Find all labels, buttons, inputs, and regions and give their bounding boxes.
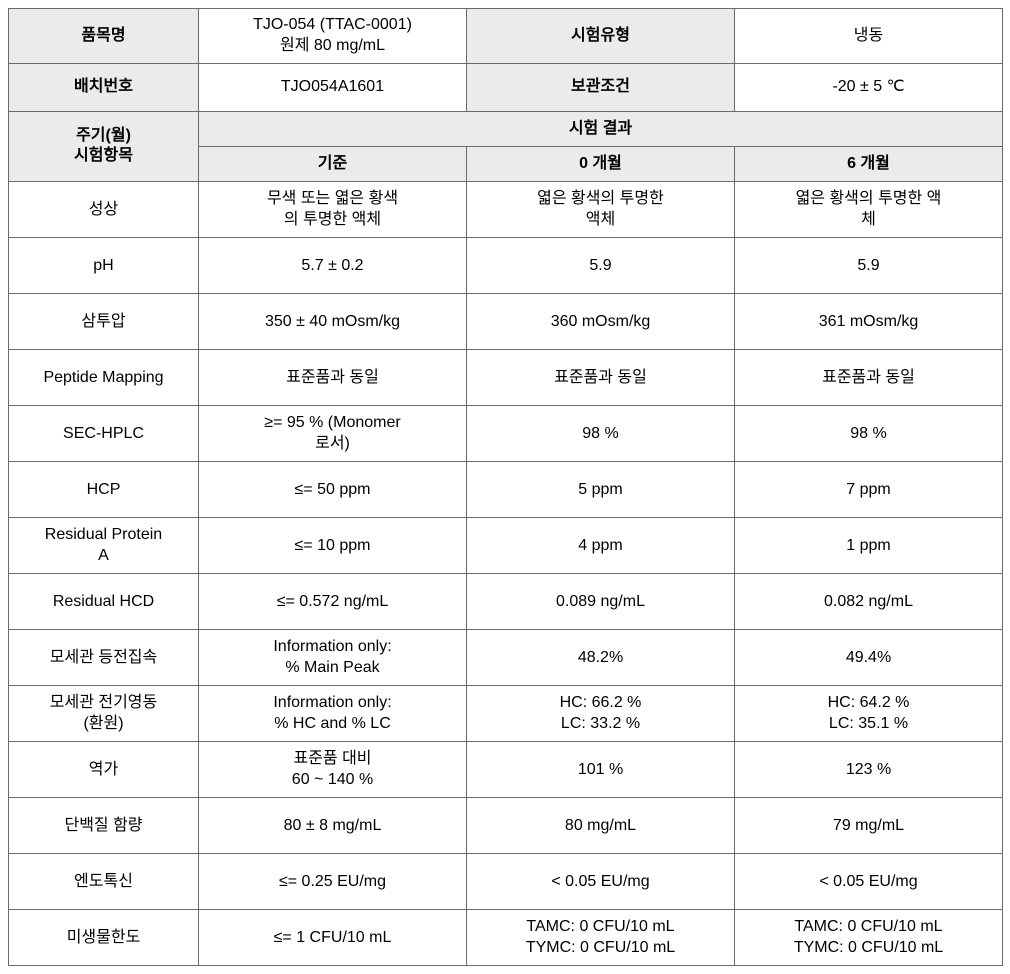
stability-table: 품목명 TJO-054 (TTAC-0001)원제 80 mg/mL 시험유형 … (8, 8, 1003, 966)
table-row: 엔도톡신≤= 0.25 EU/mg< 0.05 EU/mg< 0.05 EU/m… (9, 854, 1003, 910)
spec-cell: 무색 또는 엷은 황색의 투명한 액체 (199, 182, 467, 238)
month0-cell: 360 mOsm/kg (467, 294, 735, 350)
month0-cell: 101 % (467, 742, 735, 798)
spec-cell: Information only:% Main Peak (199, 630, 467, 686)
param-cell: 엔도톡신 (9, 854, 199, 910)
spec-cell: ≤= 10 ppm (199, 518, 467, 574)
param-cell: pH (9, 238, 199, 294)
param-cell: 모세관 등전집속 (9, 630, 199, 686)
table-row: 미생물한도≤= 1 CFU/10 mLTAMC: 0 CFU/10 mLTYMC… (9, 910, 1003, 966)
table-row: Residual HCD≤= 0.572 ng/mL0.089 ng/mL0.0… (9, 574, 1003, 630)
month0-cell: 98 % (467, 406, 735, 462)
month0-cell: 4 ppm (467, 518, 735, 574)
spec-cell: 350 ± 40 mOsm/kg (199, 294, 467, 350)
test-type-value: 냉동 (735, 9, 1003, 64)
param-cell: 미생물한도 (9, 910, 199, 966)
storage-cond-label: 보관조건 (467, 63, 735, 111)
month6-cell: < 0.05 EU/mg (735, 854, 1003, 910)
info-row-2: 배치번호 TJO054A1601 보관조건 -20 ± 5 ℃ (9, 63, 1003, 111)
info-row-1: 품목명 TJO-054 (TTAC-0001)원제 80 mg/mL 시험유형 … (9, 9, 1003, 64)
table-row: Peptide Mapping표준품과 동일표준품과 동일표준품과 동일 (9, 350, 1003, 406)
product-name-label: 품목명 (9, 9, 199, 64)
table-row: 역가표준품 대비60 ~ 140 %101 %123 % (9, 742, 1003, 798)
spec-cell: ≤= 50 ppm (199, 462, 467, 518)
spec-cell: ≥= 95 % (Monomer로서) (199, 406, 467, 462)
month0-cell: 엷은 황색의 투명한액체 (467, 182, 735, 238)
product-name-value: TJO-054 (TTAC-0001)원제 80 mg/mL (199, 9, 467, 64)
month0-cell: 5.9 (467, 238, 735, 294)
table-row: SEC-HPLC≥= 95 % (Monomer로서)98 %98 % (9, 406, 1003, 462)
header-row-1: 주기(월) 시험항목 시험 결과 (9, 111, 1003, 146)
spec-cell: ≤= 1 CFU/10 mL (199, 910, 467, 966)
month6-header: 6 개월 (735, 146, 1003, 181)
month6-cell: 361 mOsm/kg (735, 294, 1003, 350)
table-row: 모세관 등전집속Information only:% Main Peak48.2… (9, 630, 1003, 686)
data-body: 성상무색 또는 엷은 황색의 투명한 액체엷은 황색의 투명한액체엷은 황색의 … (9, 182, 1003, 966)
month0-cell: < 0.05 EU/mg (467, 854, 735, 910)
month0-cell: 표준품과 동일 (467, 350, 735, 406)
month0-cell: 48.2% (467, 630, 735, 686)
month6-cell: 5.9 (735, 238, 1003, 294)
param-cell: HCP (9, 462, 199, 518)
param-cell: 모세관 전기영동(환원) (9, 686, 199, 742)
month0-cell: 0.089 ng/mL (467, 574, 735, 630)
month6-cell: 엷은 황색의 투명한 액체 (735, 182, 1003, 238)
table-row: 단백질 함량80 ± 8 mg/mL80 mg/mL79 mg/mL (9, 798, 1003, 854)
spec-cell: 표준품 대비60 ~ 140 % (199, 742, 467, 798)
month6-cell: TAMC: 0 CFU/10 mLTYMC: 0 CFU/10 mL (735, 910, 1003, 966)
month6-cell: 7 ppm (735, 462, 1003, 518)
month0-cell: HC: 66.2 %LC: 33.2 % (467, 686, 735, 742)
item-label: 시험항목 (74, 147, 133, 164)
month6-cell: 123 % (735, 742, 1003, 798)
table-row: Residual ProteinA≤= 10 ppm4 ppm1 ppm (9, 518, 1003, 574)
month6-cell: 98 % (735, 406, 1003, 462)
param-cell: 성상 (9, 182, 199, 238)
table-row: pH5.7 ± 0.25.95.9 (9, 238, 1003, 294)
month6-cell: 표준품과 동일 (735, 350, 1003, 406)
batch-no-label: 배치번호 (9, 63, 199, 111)
storage-cond-value: -20 ± 5 ℃ (735, 63, 1003, 111)
test-type-label: 시험유형 (467, 9, 735, 64)
stability-table-container: 품목명 TJO-054 (TTAC-0001)원제 80 mg/mL 시험유형 … (8, 8, 1002, 966)
param-cell: Residual ProteinA (9, 518, 199, 574)
month6-cell: HC: 64.2 %LC: 35.1 % (735, 686, 1003, 742)
spec-cell: 표준품과 동일 (199, 350, 467, 406)
spec-header: 기준 (199, 146, 467, 181)
spec-cell: 5.7 ± 0.2 (199, 238, 467, 294)
month0-cell: 5 ppm (467, 462, 735, 518)
period-item-label: 주기(월) 시험항목 (9, 111, 199, 182)
month0-cell: 80 mg/mL (467, 798, 735, 854)
results-label: 시험 결과 (199, 111, 1003, 146)
table-row: HCP≤= 50 ppm5 ppm7 ppm (9, 462, 1003, 518)
period-label: 주기(월) (76, 127, 131, 144)
month6-cell: 0.082 ng/mL (735, 574, 1003, 630)
table-row: 삼투압350 ± 40 mOsm/kg360 mOsm/kg361 mOsm/k… (9, 294, 1003, 350)
month0-cell: TAMC: 0 CFU/10 mLTYMC: 0 CFU/10 mL (467, 910, 735, 966)
spec-cell: ≤= 0.25 EU/mg (199, 854, 467, 910)
spec-cell: Information only:% HC and % LC (199, 686, 467, 742)
param-cell: Residual HCD (9, 574, 199, 630)
param-cell: Peptide Mapping (9, 350, 199, 406)
table-row: 성상무색 또는 엷은 황색의 투명한 액체엷은 황색의 투명한액체엷은 황색의 … (9, 182, 1003, 238)
param-cell: 역가 (9, 742, 199, 798)
table-row: 모세관 전기영동(환원)Information only:% HC and % … (9, 686, 1003, 742)
month0-header: 0 개월 (467, 146, 735, 181)
batch-no-value: TJO054A1601 (199, 63, 467, 111)
month6-cell: 1 ppm (735, 518, 1003, 574)
month6-cell: 79 mg/mL (735, 798, 1003, 854)
param-cell: 삼투압 (9, 294, 199, 350)
month6-cell: 49.4% (735, 630, 1003, 686)
param-cell: SEC-HPLC (9, 406, 199, 462)
param-cell: 단백질 함량 (9, 798, 199, 854)
spec-cell: 80 ± 8 mg/mL (199, 798, 467, 854)
spec-cell: ≤= 0.572 ng/mL (199, 574, 467, 630)
